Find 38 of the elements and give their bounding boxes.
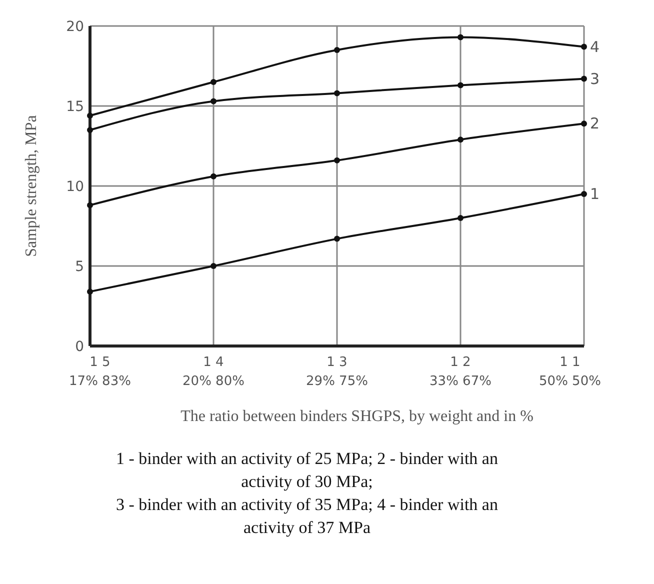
point — [458, 215, 464, 221]
y-tick-label: 15 — [66, 99, 84, 115]
y-tick-label: 0 — [75, 339, 84, 355]
x-tick-label: 1 1 50% 50% — [539, 355, 601, 389]
point — [87, 112, 93, 119]
x-tick-label: 1 3 29% 75% — [306, 355, 368, 389]
point — [334, 157, 340, 164]
point — [581, 120, 587, 127]
point — [581, 44, 587, 50]
point — [334, 47, 340, 53]
text: 3 - binder with an activity of 35 MPa; 4 - binder with an activity of 37 MPa — [116, 495, 498, 537]
y-tick-label: 10 — [66, 179, 84, 195]
point — [458, 82, 464, 88]
series-label: 3 — [590, 70, 600, 88]
point — [458, 136, 464, 143]
y-tick-label: 20 — [66, 19, 84, 35]
x-tick-label: 1 4 20% 80% — [182, 355, 244, 389]
point — [87, 288, 93, 295]
series-label: 1 — [590, 185, 600, 203]
point — [581, 191, 587, 197]
point — [210, 79, 216, 85]
point — [87, 202, 93, 208]
point — [210, 173, 216, 180]
series-label: 2 — [590, 114, 600, 133]
x-tick-label: 1 2 33% 67% — [430, 355, 492, 389]
series-label: 4 — [590, 38, 600, 56]
point — [334, 90, 340, 96]
point — [458, 34, 464, 40]
point — [210, 263, 216, 269]
point — [581, 76, 587, 82]
point — [334, 236, 340, 242]
y-tick-label: 5 — [75, 259, 84, 275]
y-axis-title: Sample strength, MPa — [23, 115, 40, 257]
point — [87, 127, 93, 133]
point — [210, 98, 216, 104]
text: 1 - binder with an activity of 25 MPa; 2 - binder with an activity of 30 MPa; — [116, 449, 498, 491]
x-tick-label: 1 5 17% 83% — [69, 355, 131, 389]
x-axis-title: The ratio between binders SHGPS, by weight and in % — [180, 408, 534, 425]
